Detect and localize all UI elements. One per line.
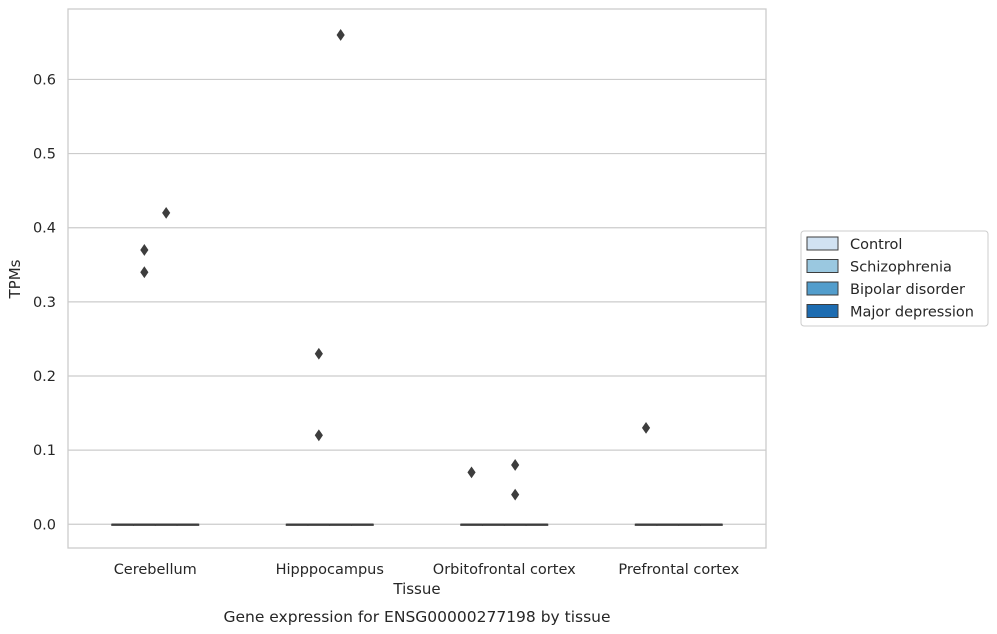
legend-frame <box>800 230 989 327</box>
plot-area-frame <box>67 8 767 549</box>
x-tick-label: Orbitofrontal cortex <box>433 562 576 578</box>
y-tick-label: 0.1 <box>33 443 56 459</box>
outlier-point <box>140 244 149 256</box>
grid-lines <box>68 78 766 525</box>
outlier-point <box>511 488 520 501</box>
y-tick-label: 0.3 <box>33 295 56 311</box>
outlier-point <box>467 466 476 479</box>
outlier-point <box>511 459 520 471</box>
x-tick-label: Hipppocampus <box>276 562 384 578</box>
outlier-point <box>641 421 651 434</box>
x-tick-labels: Cerebellum Hipppocampus Orbitofrontal cort… <box>114 562 740 578</box>
legend-label: Schizophrenia <box>850 260 952 276</box>
x-tick-label: Prefrontal cortex <box>618 562 739 578</box>
y-tick-label: 0.0 <box>33 517 56 533</box>
legend-label: Major depression <box>850 305 974 321</box>
legend-swatch <box>806 281 839 296</box>
legend-swatch <box>806 236 839 251</box>
outlier-point <box>314 347 323 360</box>
outlier-point <box>314 429 323 442</box>
outlier-point <box>162 206 171 219</box>
legend: Control Schizophrenia Bipolar disorder Majo… <box>800 230 989 327</box>
y-tick-label: 0.5 <box>33 147 56 163</box>
y-tick-label: 0.6 <box>33 72 56 88</box>
outlier-point <box>336 29 345 41</box>
legend-swatch <box>806 304 839 318</box>
x-axis-title: Tissue <box>392 580 440 598</box>
outliers <box>140 29 651 501</box>
legend-swatch <box>806 259 839 273</box>
outlier-point <box>140 266 149 279</box>
y-tick-labels: 0.0 0.1 0.2 0.3 0.4 0.5 0.6 <box>33 72 56 533</box>
y-tick-label: 0.2 <box>33 369 56 385</box>
x-tick-label: Cerebellum <box>114 562 197 578</box>
y-axis-title: TPMs <box>6 259 24 299</box>
chart-caption: Gene expression for ENSG00000277198 by t… <box>223 608 610 626</box>
boxes <box>111 523 723 526</box>
legend-label: Control <box>850 237 902 253</box>
y-tick-label: 0.4 <box>33 221 56 237</box>
legend-label: Bipolar disorder <box>850 282 965 298</box>
